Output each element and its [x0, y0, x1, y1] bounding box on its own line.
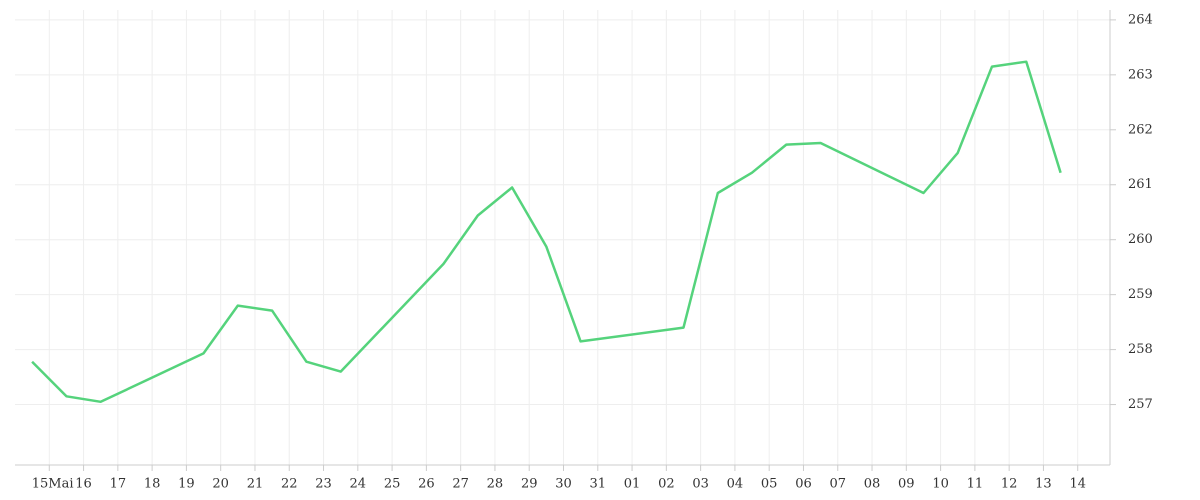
x-tick-label: 17	[110, 477, 127, 492]
y-tick-label: 263	[1128, 67, 1153, 82]
y-tick-label: 257	[1128, 397, 1153, 412]
x-tick-label: 15	[32, 477, 49, 492]
x-tick-label: 09	[898, 477, 915, 492]
x-tick-label: 03	[692, 477, 709, 492]
x-tick-label: 06	[795, 477, 812, 492]
x-tick-label: 22	[281, 477, 298, 492]
y-tick-label: 258	[1128, 342, 1153, 357]
y-tick-label: 261	[1128, 177, 1153, 192]
x-tick-label: 27	[452, 477, 469, 492]
x-tick-label: 21	[247, 477, 264, 492]
x-tick-label: 08	[864, 477, 881, 492]
x-tick-label: 20	[212, 477, 229, 492]
y-tick-label: 260	[1128, 232, 1153, 247]
x-tick-label: 13	[1035, 477, 1052, 492]
x-tick-label: 11	[967, 477, 984, 492]
x-tick-label: 10	[932, 477, 949, 492]
x-tick-label: 24	[350, 477, 367, 492]
x-tick-label: 30	[555, 477, 572, 492]
x-tick-label: 02	[658, 477, 675, 492]
x-tick-label: 14	[1069, 477, 1086, 492]
x-tick-label: 25	[384, 477, 401, 492]
x-tick-label: 26	[418, 477, 435, 492]
x-tick-label: 12	[1001, 477, 1018, 492]
month-label: Mai	[48, 477, 73, 492]
x-tick-label: 23	[315, 477, 332, 492]
x-tick-label: 29	[521, 477, 538, 492]
x-tick-label: 19	[178, 477, 195, 492]
y-tick-label: 259	[1128, 287, 1153, 302]
x-tick-label: 07	[829, 477, 846, 492]
x-tick-label: 05	[761, 477, 778, 492]
x-tick-label: 04	[727, 477, 744, 492]
x-tick-label: 31	[590, 477, 607, 492]
x-tick-label: 01	[624, 477, 641, 492]
y-tick-label: 262	[1128, 122, 1153, 137]
y-tick-label: 264	[1128, 12, 1153, 27]
x-tick-label: 28	[487, 477, 504, 492]
line	[31, 60, 1062, 404]
x-tick-label: 16	[75, 477, 92, 492]
x-tick-label: 18	[144, 477, 161, 492]
